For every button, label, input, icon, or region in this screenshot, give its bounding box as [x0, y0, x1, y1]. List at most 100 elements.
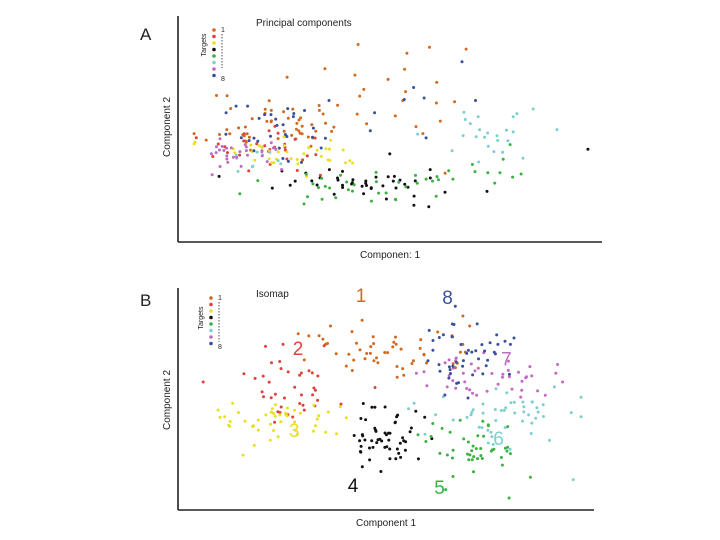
panel-a-principal-components: A Principal components Component 2 Compo…	[140, 16, 602, 261]
data-point-target-4	[404, 440, 408, 444]
data-point-target-5	[506, 425, 510, 429]
data-point-target-2	[247, 169, 251, 173]
data-point-target-8	[286, 159, 290, 163]
data-point-target-6	[506, 139, 510, 143]
data-point-target-6	[503, 426, 507, 430]
data-point-target-4	[374, 429, 378, 433]
data-point-target-2	[293, 137, 297, 141]
data-point-target-8	[466, 396, 470, 400]
data-point-target-6	[251, 164, 255, 168]
data-point-target-3	[278, 413, 282, 417]
data-point-target-2	[300, 393, 303, 397]
data-point-target-5	[374, 180, 378, 184]
data-point-target-3	[268, 438, 272, 442]
data-point-target-7	[215, 145, 218, 149]
data-point-target-4	[412, 203, 416, 207]
data-point-target-8	[450, 335, 454, 339]
data-point-target-7	[274, 147, 278, 151]
data-point-target-2	[311, 393, 315, 397]
data-point-target-5	[499, 456, 503, 459]
data-point-target-5	[304, 172, 308, 176]
data-point-target-4	[384, 197, 388, 201]
data-point-target-3	[272, 412, 275, 415]
data-point-target-3	[341, 148, 345, 152]
data-point-target-3	[293, 408, 296, 412]
data-point-target-3	[274, 403, 277, 407]
data-point-target-1	[282, 110, 286, 114]
data-point-target-2	[270, 361, 273, 365]
data-point-target-1	[353, 73, 357, 77]
data-point-target-3	[326, 158, 330, 162]
panel-a-legend-title: Targets	[201, 33, 208, 56]
data-point-target-4	[327, 168, 331, 172]
data-point-target-5	[479, 454, 483, 458]
data-point-target-3	[272, 429, 276, 432]
data-point-target-3	[269, 422, 272, 426]
data-point-target-2	[295, 169, 299, 172]
data-point-target-2	[339, 402, 343, 406]
data-point-target-2	[298, 402, 302, 405]
legend-swatch-target-2	[209, 302, 213, 307]
data-point-target-3	[223, 415, 227, 419]
data-point-target-4	[401, 436, 405, 440]
data-point-target-3	[227, 423, 231, 427]
panel-b-xlabel: Component 1	[356, 518, 416, 529]
data-point-target-4	[387, 438, 391, 442]
data-point-target-1	[371, 335, 375, 339]
data-point-target-1	[418, 346, 422, 350]
data-point-target-7	[524, 376, 528, 380]
data-point-target-1	[362, 87, 366, 91]
data-point-target-7	[269, 141, 273, 145]
data-point-target-4	[361, 402, 365, 405]
data-point-target-7	[519, 395, 523, 399]
data-point-target-5	[434, 194, 438, 198]
data-point-target-5	[498, 171, 502, 175]
data-point-target-4	[379, 470, 383, 473]
data-point-target-1	[358, 94, 362, 98]
data-point-target-6	[416, 132, 420, 136]
data-point-target-3	[296, 162, 300, 166]
data-point-target-5	[458, 418, 462, 422]
data-point-target-7	[461, 371, 465, 375]
data-point-target-1	[464, 47, 468, 51]
data-point-target-3	[276, 150, 280, 154]
data-point-target-6	[504, 406, 508, 410]
data-point-target-5	[507, 496, 511, 500]
data-point-target-3	[243, 419, 247, 423]
data-point-target-1	[310, 123, 314, 127]
data-point-target-1	[237, 126, 241, 130]
data-point-target-1	[286, 116, 290, 120]
data-point-target-3	[256, 418, 260, 422]
data-point-target-8	[239, 136, 243, 140]
data-point-target-8	[422, 96, 426, 100]
data-point-target-6	[236, 169, 240, 173]
data-point-target-5	[528, 475, 532, 479]
data-point-target-1	[245, 132, 249, 136]
data-point-target-2	[264, 344, 267, 348]
data-point-target-3	[295, 433, 299, 436]
data-point-target-3	[233, 151, 237, 155]
data-point-target-2	[273, 420, 277, 424]
data-point-target-4	[394, 457, 398, 461]
data-point-target-5	[351, 189, 354, 193]
data-point-target-5	[473, 170, 477, 174]
data-point-target-3	[252, 424, 256, 428]
data-point-target-6	[496, 139, 500, 142]
legend-swatch-target-7	[209, 335, 213, 339]
data-point-target-1	[225, 94, 229, 98]
data-point-target-7	[260, 150, 264, 154]
data-point-target-1	[394, 335, 397, 339]
panel-a-points	[192, 43, 590, 209]
data-point-target-6	[276, 159, 280, 163]
data-point-target-6	[579, 395, 583, 399]
cluster-label-5: 5	[434, 478, 445, 499]
data-point-target-3	[231, 401, 235, 405]
data-point-target-1	[421, 132, 425, 136]
data-point-target-4	[392, 174, 396, 178]
data-point-target-6	[471, 408, 475, 412]
data-point-target-7	[556, 363, 560, 366]
data-point-target-8	[256, 139, 260, 143]
legend-swatch-target-3	[209, 309, 213, 313]
data-point-target-8	[275, 123, 279, 127]
data-point-target-3	[312, 429, 315, 433]
